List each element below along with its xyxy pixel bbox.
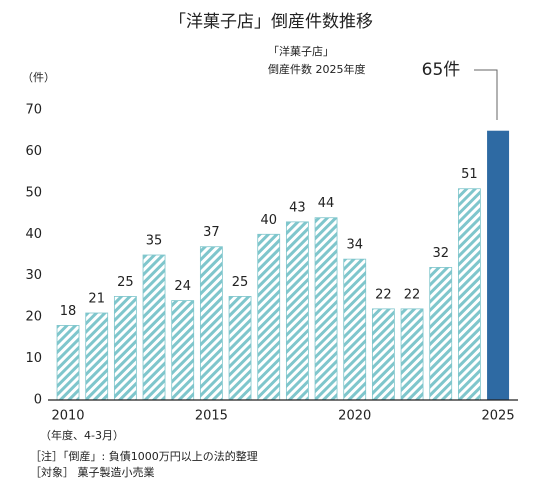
footnote: ［注］「倒産」: 負債1000万円以上の法的整理 (30, 449, 258, 463)
value-label: 25 (117, 275, 134, 290)
value-label: 18 (60, 304, 77, 319)
value-label: 40 (260, 213, 277, 228)
value-label: 25 (232, 275, 249, 290)
x-tick-label: 2010 (51, 409, 84, 424)
bar (457, 188, 481, 401)
bar (171, 300, 195, 401)
y-tick-label: 30 (25, 268, 42, 283)
value-label: 24 (174, 279, 191, 294)
bar (314, 217, 338, 401)
y-tick-label: 40 (25, 227, 42, 242)
value-label: 37 (203, 225, 220, 240)
y-tick-label: 10 (25, 351, 42, 366)
value-label: 22 (404, 287, 421, 302)
leader-line (474, 69, 498, 120)
value-label: 51 (461, 167, 478, 182)
value-label: 65件 (422, 60, 461, 80)
x-tick-label: 2015 (195, 409, 228, 424)
bar (400, 308, 424, 401)
value-label: 21 (88, 292, 105, 307)
footnote: ［対象］ 菓子製造小売業 (30, 465, 155, 479)
bar (429, 267, 453, 401)
x-tick-label: 2025 (482, 409, 515, 424)
value-label: 22 (375, 287, 392, 302)
bar (487, 130, 510, 400)
bar (56, 325, 80, 401)
bar (85, 312, 109, 401)
value-label: 32 (432, 246, 449, 261)
x-note: （年度、4-3月） (40, 428, 124, 442)
annotation: 「洋菓子店」 (268, 44, 334, 58)
bar (113, 296, 137, 401)
bar (285, 221, 309, 401)
value-label: 35 (146, 234, 163, 249)
y-tick-label: 70 (25, 103, 42, 118)
y-tick-label: 20 (25, 310, 42, 325)
bar (142, 254, 166, 401)
value-label: 43 (289, 200, 306, 215)
annotation: 倒産件数 2025年度 (268, 62, 366, 76)
x-tick-label: 2020 (338, 409, 371, 424)
bar (343, 258, 367, 401)
bar (199, 246, 223, 401)
y-unit: （件） (22, 71, 55, 84)
bar (228, 296, 252, 401)
value-label: 44 (318, 196, 335, 211)
chart-title: 「洋菓子店」倒産件数推移 (169, 12, 373, 32)
y-tick-label: 50 (25, 185, 42, 200)
value-label: 34 (346, 238, 363, 253)
y-tick-label: 0 (34, 393, 42, 408)
y-tick-label: 60 (25, 144, 42, 159)
bar (371, 308, 395, 401)
bar (257, 233, 281, 401)
